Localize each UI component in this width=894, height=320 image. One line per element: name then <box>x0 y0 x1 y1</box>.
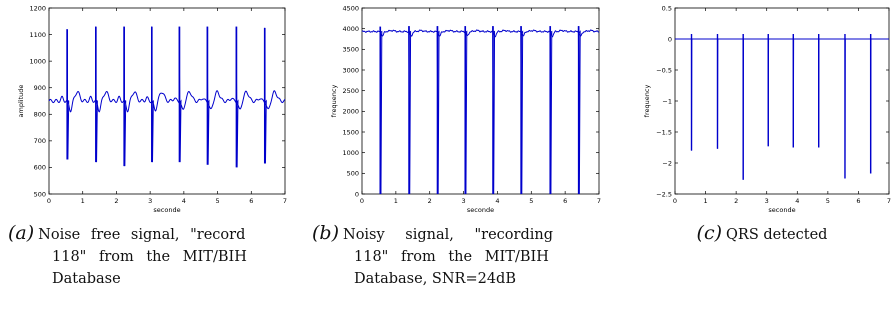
panel-3-ytick-label: −1.5 <box>656 128 672 136</box>
caption-c: (c) QRS detected <box>632 222 892 246</box>
caption-c-line1: QRS detected <box>726 227 828 243</box>
panel-2-ytick-label: 2500 <box>342 87 359 95</box>
panel-3-xtick-label: 6 <box>856 197 860 205</box>
panel-2-xtick-label: 2 <box>428 197 432 205</box>
panel-3-xtick-label: 0 <box>673 197 677 205</box>
panel-1-xtick-label: 3 <box>148 197 152 205</box>
panel-1-ytick-label: 1100 <box>29 31 46 39</box>
panel-2-xtick-label: 1 <box>394 197 398 205</box>
panel-2-xlabel: seconde <box>467 206 494 214</box>
caption-a-line2: 118" from the MIT/BIH <box>52 249 247 265</box>
panel-3-xlabel: seconde <box>768 206 795 214</box>
panel-2-ytick-label: 3500 <box>342 46 359 54</box>
panel-2-xtick-label: 6 <box>563 197 567 205</box>
panel-2-signal-line <box>361 26 600 195</box>
panel-1-signal-line <box>48 26 286 168</box>
panel-1-ytick-label: 600 <box>34 164 46 172</box>
panel-2-axes-frame <box>361 7 600 195</box>
caption-b-line2: 118" from the MIT/BIH <box>354 249 549 265</box>
panel-2-ylabel: frequency <box>330 85 338 118</box>
panel-2-ytick-label: 500 <box>347 170 359 178</box>
panel-1-xtick-label: 0 <box>47 197 51 205</box>
panel-1-ytick-label: 1200 <box>29 4 46 12</box>
panel-1-xtick-label: 4 <box>182 197 186 205</box>
panel-2-xtick-label: 4 <box>495 197 499 205</box>
panel-1-xlabel: seconde <box>153 206 180 214</box>
panel-3-ytick-label: −2.5 <box>656 190 672 198</box>
caption-a: (a) Noise free signal, "record 118" from … <box>8 222 304 290</box>
panel-3-xtick-label: 1 <box>704 197 708 205</box>
panel-2-xtick-label: 7 <box>597 197 601 205</box>
caption-b: (b) Noisy signal, "recording 118" from th… <box>312 222 608 290</box>
caption-a-tag: (a) <box>8 222 35 244</box>
panel-1-xtick-label: 6 <box>249 197 253 205</box>
panel-2-xtick-label: 5 <box>529 197 533 205</box>
panel-3-ytick-label: 0.5 <box>662 4 672 12</box>
panel-2-ytick-label: 4500 <box>342 4 359 12</box>
panel-2-ytick-label: 2000 <box>342 108 359 116</box>
panel-3-ytick-label: −2 <box>662 159 672 167</box>
panel-2-ytick-label: 3000 <box>342 66 359 74</box>
caption-c-tag: (c) <box>696 222 723 244</box>
panel-1-ytick-label: 1000 <box>29 57 46 65</box>
panel-3-axes-frame <box>674 7 890 195</box>
panel-1-ytick-label: 800 <box>34 111 46 119</box>
panel-1-xtick-label: 5 <box>216 197 220 205</box>
panel-3-xtick-label: 2 <box>734 197 738 205</box>
panel-2-xtick-label: 0 <box>360 197 364 205</box>
panel-3-xtick-label: 4 <box>795 197 799 205</box>
panel-3-ytick-label: −1 <box>662 97 672 105</box>
panel-1-xtick-label: 7 <box>283 197 287 205</box>
panel-3-ytick-label: 0 <box>668 35 672 43</box>
panel-2-ytick-label: 0 <box>355 190 359 198</box>
panel-2-xtick-label: 3 <box>462 197 466 205</box>
panel-2-ytick-label: 1500 <box>342 128 359 136</box>
panel-1-ytick-label: 900 <box>34 84 46 92</box>
panel-1-xtick-label: 2 <box>114 197 118 205</box>
caption-b-tag: (b) <box>312 222 339 244</box>
panel-2-ytick-label: 4000 <box>342 25 359 33</box>
panel-2-ytick-label: 1000 <box>342 149 359 157</box>
panel-3-ytick-label: −0.5 <box>656 66 672 74</box>
caption-a-line1: Noise free signal, "record <box>38 227 246 243</box>
caption-b-line3: Database, SNR=24dB <box>354 271 516 287</box>
panel-1-ytick-label: 700 <box>34 137 46 145</box>
caption-b-line1: Noisy signal, "recording <box>343 227 554 243</box>
panel-1-ytick-label: 500 <box>34 190 46 198</box>
panel-3-ylabel: frequency <box>643 85 651 118</box>
caption-a-line3: Database <box>52 271 121 287</box>
panel-1-ylabel: amplitude <box>17 85 25 118</box>
panel-3-xtick-label: 5 <box>826 197 830 205</box>
panel-1-xtick-label: 1 <box>81 197 85 205</box>
panel-3-signal-line <box>675 34 889 180</box>
panel-3-xtick-label: 7 <box>887 197 891 205</box>
panel-3-xtick-label: 3 <box>765 197 769 205</box>
